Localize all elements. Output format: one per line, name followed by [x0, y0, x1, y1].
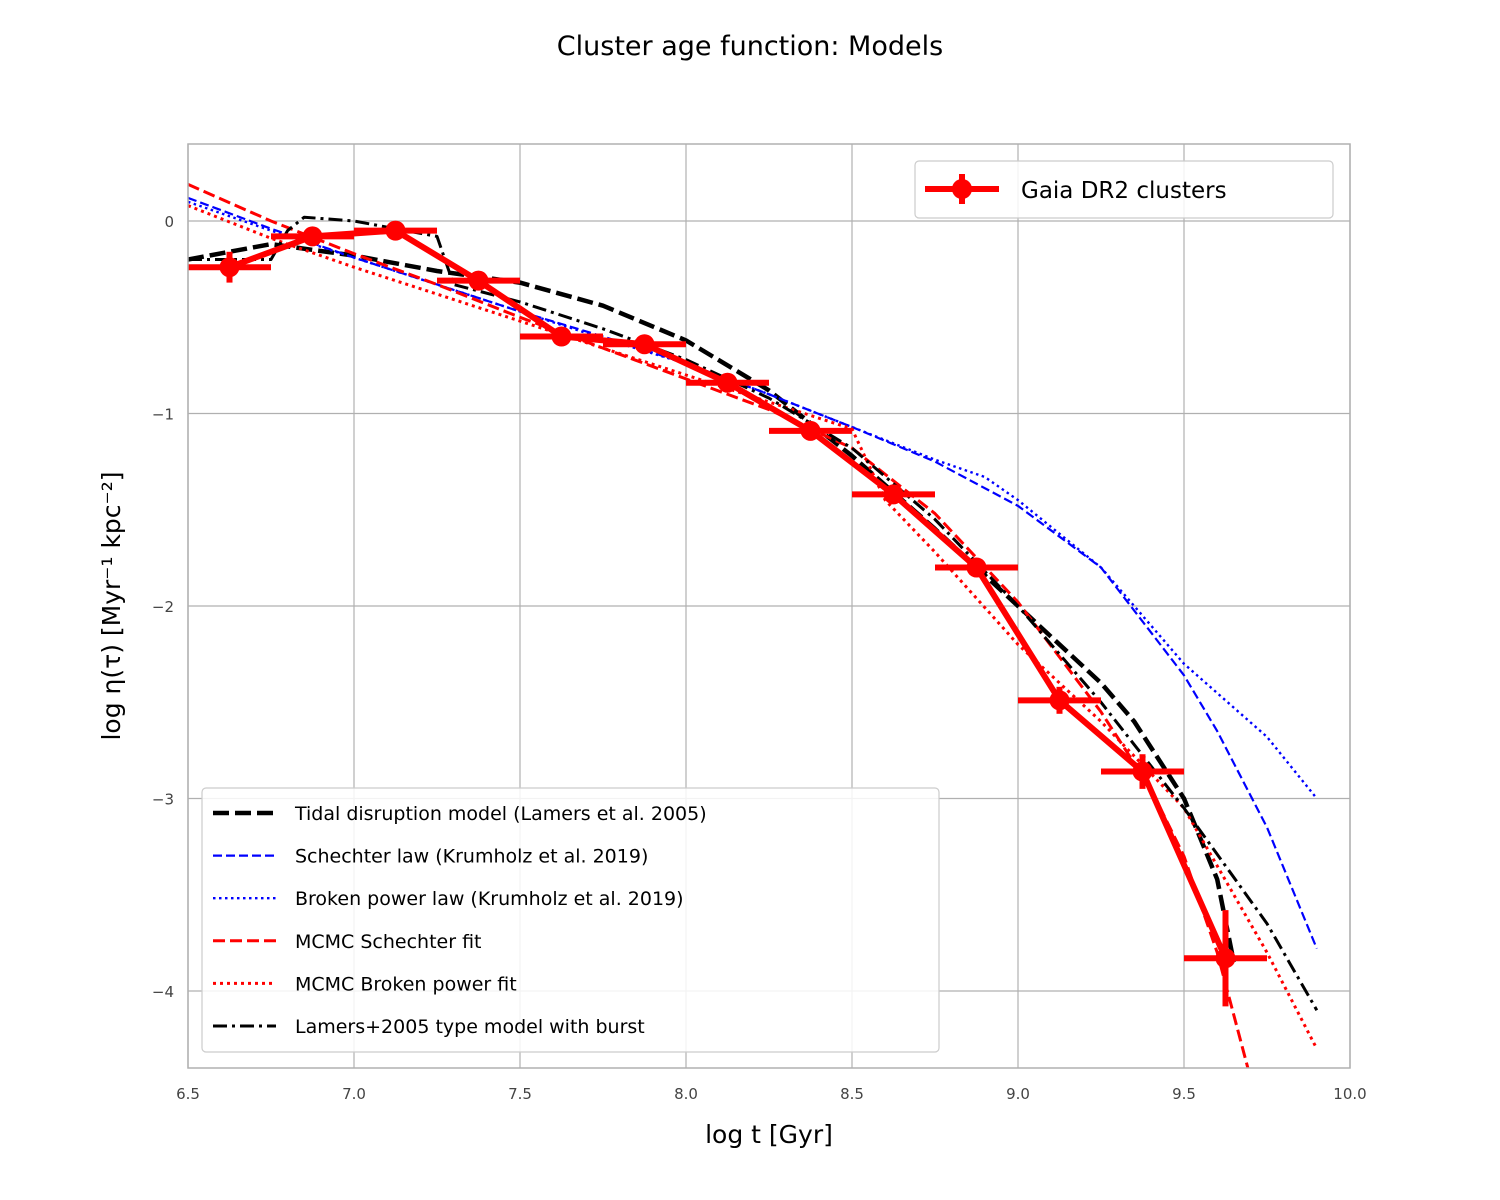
legend-label-4: MCMC Schechter fit: [295, 931, 482, 953]
data-legend-label: Gaia DR2 clusters: [1021, 178, 1227, 204]
x-tick-label: 9.0: [1006, 1085, 1030, 1103]
data-point: [717, 372, 738, 393]
data-point: [1215, 948, 1236, 969]
y-ticks: 0 −1 −2 −3 −4: [152, 213, 174, 1001]
legend-label-3: Broken power law (Krumholz et al. 2019): [295, 888, 684, 910]
plot-frame: [187, 143, 1351, 1069]
data-legend-handle: [925, 174, 999, 204]
data-point: [219, 257, 240, 278]
legend-label-5: MCMC Broken power fit: [295, 973, 517, 995]
series-line-3: [188, 200, 1318, 800]
x-ticks: 6.5 7.0 7.5 8.0 8.5 9.0 9.5 10.0: [176, 1085, 1367, 1103]
x-tick-label: 7.0: [342, 1085, 366, 1103]
chart-title: Cluster age function: Models: [557, 31, 943, 62]
legend-label-6: Lamers+2005 type model with burst: [295, 1016, 645, 1038]
data-legend-marker: [952, 179, 972, 199]
data-point: [1132, 761, 1153, 782]
y-tick-label: −3: [152, 791, 174, 809]
data-point: [468, 270, 489, 291]
y-axis-label: log η(τ) [Myr⁻¹ kpc⁻²]: [97, 471, 126, 740]
x-tick-label: 8.5: [840, 1085, 864, 1103]
x-axis-label: log t [Gyr]: [705, 1120, 833, 1149]
x-tick-label: 10.0: [1333, 1085, 1366, 1103]
x-tick-label: 7.5: [508, 1085, 532, 1103]
data-point: [385, 220, 406, 241]
series-line-2: [188, 196, 1318, 950]
y-tick-label: −4: [152, 983, 174, 1001]
models-legend-box: [201, 787, 940, 1053]
y-tick-label: 0: [164, 213, 174, 231]
y-tick-label: −1: [152, 406, 174, 424]
x-tick-label: 9.5: [1172, 1085, 1196, 1103]
models-legend: Tidal disruption model (Lamers et al. 20…: [201, 787, 940, 1053]
data-point: [1049, 690, 1070, 711]
legend-label-2: Schechter law (Krumholz et al. 2019): [295, 846, 648, 868]
data-point: [883, 484, 904, 505]
data-point: [634, 334, 655, 355]
data-point: [551, 326, 572, 347]
x-tick-label: 6.5: [176, 1085, 200, 1103]
y-tick-label: −2: [152, 598, 174, 616]
data-point: [966, 557, 987, 578]
data-point: [302, 226, 323, 247]
x-tick-label: 8.0: [674, 1085, 698, 1103]
legend-label-1: Tidal disruption model (Lamers et al. 20…: [294, 803, 707, 825]
data-points-layer: [188, 220, 1267, 1007]
data-legend-box: [914, 160, 1334, 219]
data-point: [800, 420, 821, 441]
data-legend: Gaia DR2 clusters: [914, 160, 1334, 219]
